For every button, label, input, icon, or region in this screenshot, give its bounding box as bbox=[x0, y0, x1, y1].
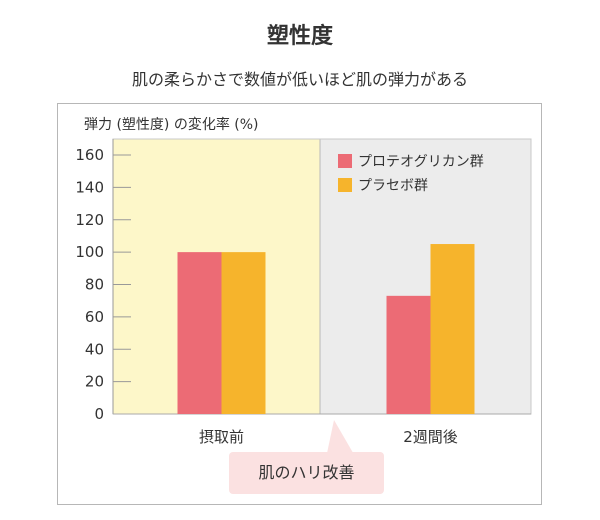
bar-1-2 bbox=[386, 295, 431, 414]
y-tick-label: 140 bbox=[75, 178, 104, 196]
legend-label-series1: プロテオグリカン群 bbox=[358, 154, 484, 170]
legend-item-series1: プロテオグリカン群 bbox=[338, 149, 484, 173]
chart-frame bbox=[57, 103, 542, 505]
callout-badge: 肌のハリ改善 bbox=[229, 452, 384, 494]
callout-pointer bbox=[326, 420, 356, 458]
y-tick-label: 100 bbox=[75, 243, 104, 261]
y-tick-label: 0 bbox=[94, 405, 104, 423]
y-tick-label: 80 bbox=[85, 276, 104, 294]
y-axis-label: 弾力 (塑性度) の変化率 (%) bbox=[84, 117, 259, 133]
x-tick-label: 2週間後 bbox=[403, 428, 458, 446]
y-tick-label: 160 bbox=[75, 146, 104, 164]
x-tick-label: 摂取前 bbox=[199, 428, 244, 446]
chart-title: 塑性度 bbox=[266, 24, 333, 49]
chart-subtitle: 肌の柔らかさで数値が低いほど肌の弾力がある bbox=[131, 70, 468, 89]
legend-swatch-series2 bbox=[338, 178, 352, 192]
bar-2-2 bbox=[430, 244, 475, 414]
legend: プロテオグリカン群 プラセボ群 bbox=[338, 149, 484, 197]
bar-1-1 bbox=[177, 252, 222, 414]
legend-label-series2: プラセボ群 bbox=[358, 178, 428, 194]
y-tick-label: 60 bbox=[85, 308, 104, 326]
legend-item-series2: プラセボ群 bbox=[338, 173, 484, 197]
legend-swatch-series1 bbox=[338, 154, 352, 168]
y-tick-label: 40 bbox=[85, 340, 104, 358]
y-tick-label: 120 bbox=[75, 211, 104, 229]
y-tick-label: 20 bbox=[85, 373, 104, 391]
bar-2-1 bbox=[221, 252, 266, 414]
